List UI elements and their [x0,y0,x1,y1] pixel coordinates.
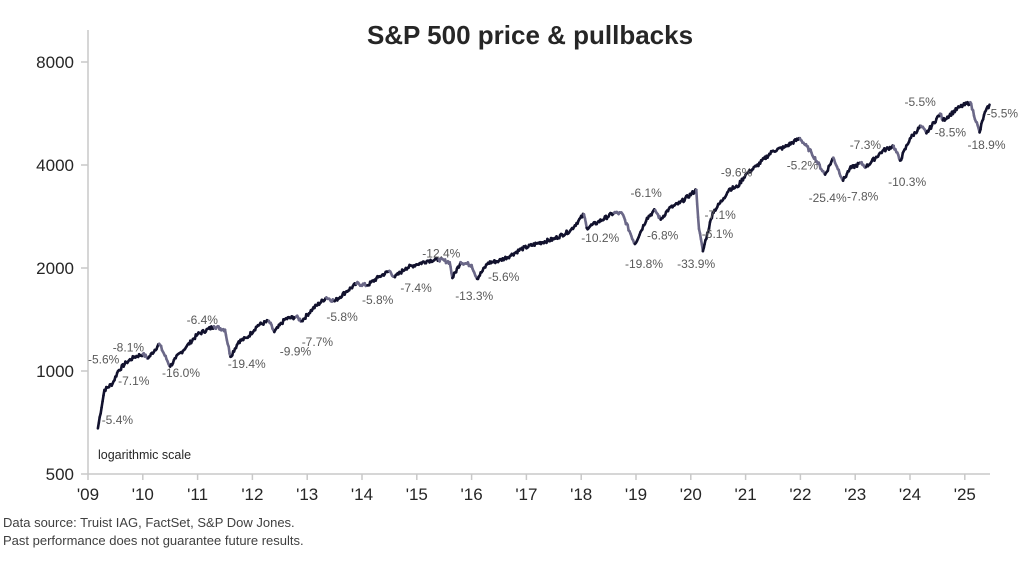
pullback-segment [695,203,700,219]
x-tick-label: '25 [954,485,976,504]
x-tick-label: '18 [570,485,592,504]
pullback-label: -7.7% [302,335,334,349]
x-tick-label: '23 [844,485,866,504]
pullback-label: -5.6% [88,353,120,367]
pullback-segment [694,188,699,206]
x-tick-label: '21 [735,485,757,504]
pullback-label: -8.1% [113,341,145,355]
y-tick-label: 500 [46,465,74,484]
pullback-label: -5.6% [488,270,520,284]
pullback-label: -10.2% [581,231,619,245]
y-tick-label: 8000 [36,53,74,72]
pullback-label: -19.4% [228,357,266,371]
pullback-label: -5.2% [787,159,819,173]
x-tick-label: '19 [625,485,647,504]
x-tick-label: '15 [406,485,428,504]
x-tick-label: '12 [241,485,263,504]
x-tick-label: '13 [296,485,318,504]
pullback-label: -7.3% [850,138,882,152]
pullback-label: -9.9% [280,345,312,359]
x-tick-label: '14 [351,485,373,504]
pullback-label: -5.5% [905,95,937,109]
pullback-label: -33.9% [677,257,715,271]
x-tick-label: '24 [899,485,921,504]
x-tick-label: '20 [680,485,702,504]
pullback-label: -5.8% [362,293,394,307]
pullback-labels: -5.4% -5.6% -7.1% -8.1% -16.0% -6.4% -19.4% -9.… [88,95,1018,427]
pullback-label: -6.4% [187,313,219,327]
pullback-label: -7.4% [400,281,432,295]
pullback-label: -7.8% [847,190,879,204]
pullback-label: -25.4% [809,191,847,205]
pullback-label: -6.8% [647,229,679,243]
pullback-label: -19.8% [625,257,663,271]
x-ticks: '09 '10 '11 '12 '13 '14 '15 '16 '17 '18 '19 '20 '21 '… [77,474,976,504]
price-series [96,100,991,430]
pullback-label: -10.3% [888,175,926,189]
x-tick-label: '11 [187,485,208,504]
pullback-label: -7.1% [118,374,150,388]
x-tick-label: '17 [515,485,537,504]
pullback-label: -13.3% [455,289,493,303]
pullback-label: -9.6% [721,166,753,180]
x-tick-label: '16 [461,485,483,504]
price-segment [987,103,991,110]
y-tick-label: 2000 [36,259,74,278]
y-tick-label: 4000 [36,156,74,175]
x-tick-label: '10 [132,485,154,504]
pullback-label: -8.5% [935,125,967,139]
x-tick-label: '22 [789,485,811,504]
pullback-label: -5.4% [102,413,134,427]
y-tick-label: 1000 [36,362,74,381]
pullback-label: -5.8% [326,310,358,324]
pullback-label: -7.1% [705,208,737,222]
pullback-label: -16.0% [162,366,200,380]
pullback-label: -6.1% [702,227,734,241]
pullback-label: -18.9% [968,138,1006,152]
chart-title: S&P 500 price & pullbacks [367,20,693,50]
pullback-segment [696,216,701,231]
pullback-label: -6.1% [631,186,663,200]
pullback-label: -5.5% [987,107,1019,121]
pullback-label: -12.4% [422,246,460,260]
footer-source: Data source: Truist IAG, FactSet, S&P Do… [3,515,295,530]
x-tick-label: '09 [77,485,99,504]
y-ticks: 500 1000 2000 4000 8000 [36,53,88,484]
footer-disclaimer: Past performance does not guarantee futu… [3,533,304,548]
log-scale-annotation: logarithmic scale [98,448,191,462]
